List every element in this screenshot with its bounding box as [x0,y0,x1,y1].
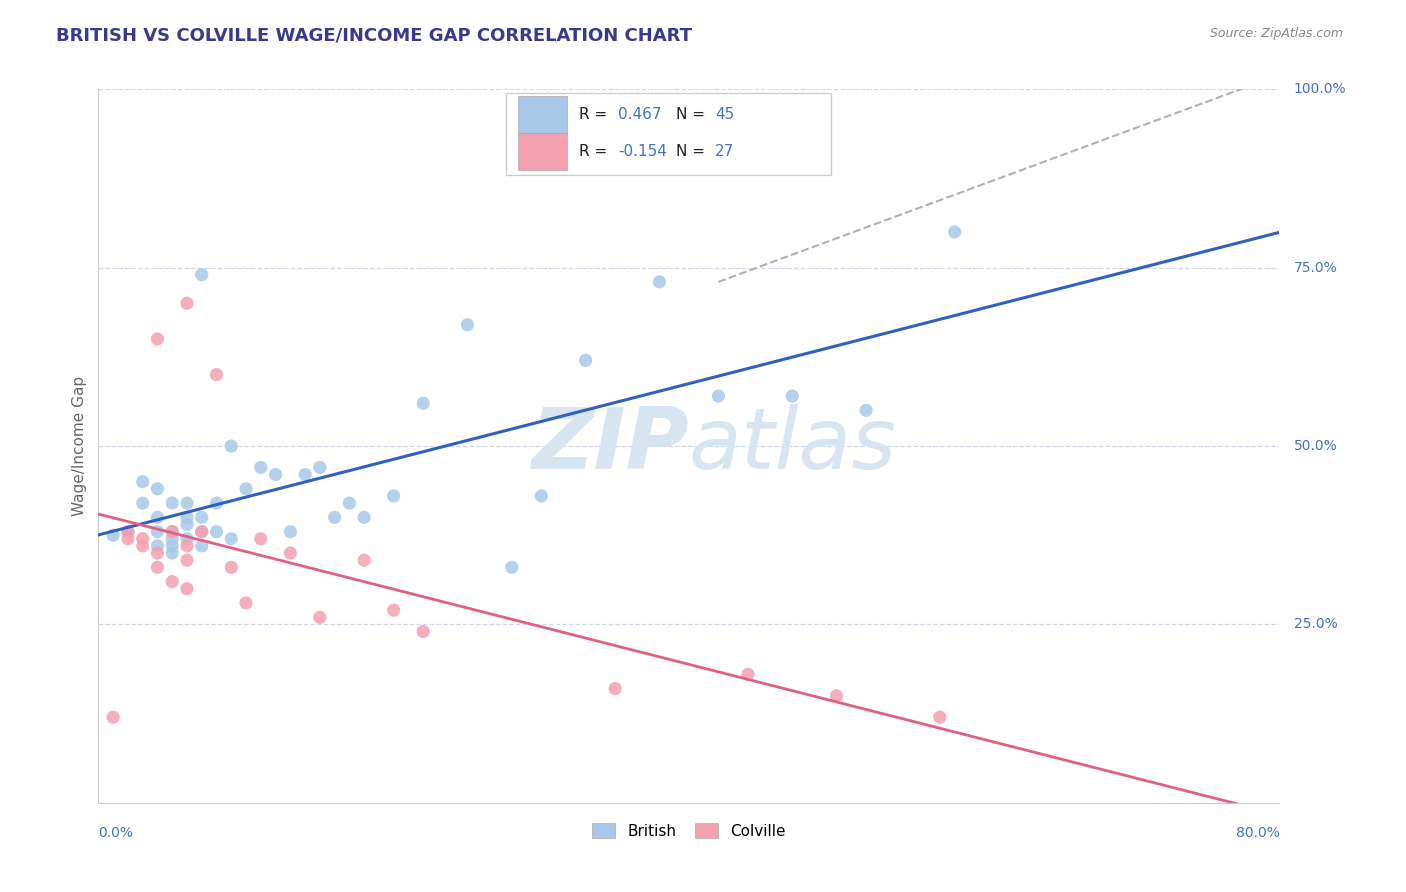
Point [132,475,155,489]
Point [191,268,214,282]
Text: BRITISH VS COLVILLE WAGE/INCOME GAP CORRELATION CHART: BRITISH VS COLVILLE WAGE/INCOME GAP CORR… [56,27,692,45]
Text: atlas: atlas [689,404,897,488]
Text: 45: 45 [714,107,734,121]
Point [176,510,198,524]
Legend: British, Colville: British, Colville [586,817,792,845]
Text: 25.0%: 25.0% [1294,617,1337,632]
Point [191,510,214,524]
Point [575,353,598,368]
Point [191,524,214,539]
Point [353,510,375,524]
Point [264,467,287,482]
Point [412,624,434,639]
Text: 100.0%: 100.0% [1294,82,1347,96]
Point [162,546,183,560]
Point [176,582,198,596]
Point [309,610,332,624]
Point [501,560,523,574]
Point [323,510,346,524]
Point [162,524,183,539]
Point [605,681,627,696]
Point [132,532,155,546]
Point [176,553,198,567]
Point [221,532,243,546]
FancyBboxPatch shape [517,133,567,169]
Text: 0.467: 0.467 [619,107,662,121]
Point [382,603,405,617]
Text: -0.154: -0.154 [619,144,666,159]
Point [707,389,730,403]
Point [235,596,257,610]
Point [929,710,952,724]
Point [221,560,243,574]
Point [176,296,198,310]
Text: R =: R = [579,107,612,121]
Point [117,524,139,539]
Point [280,546,302,560]
Point [648,275,671,289]
Point [412,396,434,410]
Point [176,517,198,532]
Point [250,460,273,475]
Point [146,546,169,560]
Point [103,710,125,724]
Point [382,489,405,503]
Point [280,524,302,539]
Point [162,574,183,589]
Point [943,225,966,239]
Point [235,482,257,496]
Point [176,496,198,510]
Point [103,528,125,542]
Point [146,539,169,553]
Point [162,532,183,546]
Point [457,318,479,332]
Point [162,539,183,553]
Point [737,667,759,681]
Point [146,560,169,574]
Point [339,496,361,510]
Point [176,532,198,546]
Text: 0.0%: 0.0% [98,826,134,839]
Point [205,496,228,510]
Point [205,524,228,539]
Point [825,689,848,703]
Point [146,332,169,346]
Point [191,524,214,539]
Point [176,539,198,553]
Point [221,439,243,453]
Point [117,532,139,546]
Text: R =: R = [579,144,612,159]
Point [132,539,155,553]
Point [146,482,169,496]
Point [205,368,228,382]
Point [162,496,183,510]
Text: 75.0%: 75.0% [1294,260,1337,275]
Point [353,553,375,567]
Text: N =: N = [676,144,710,159]
Point [782,389,804,403]
Point [146,510,169,524]
FancyBboxPatch shape [517,95,567,133]
Text: N =: N = [676,107,710,121]
Point [117,524,139,539]
Text: ZIP: ZIP [531,404,689,488]
Y-axis label: Wage/Income Gap: Wage/Income Gap [72,376,87,516]
Point [294,467,316,482]
Point [309,460,332,475]
Point [250,532,273,546]
Text: 80.0%: 80.0% [1236,826,1279,839]
Point [530,489,553,503]
Point [855,403,877,417]
Point [191,539,214,553]
Text: 50.0%: 50.0% [1294,439,1337,453]
Text: 27: 27 [714,144,734,159]
Point [162,524,183,539]
Point [146,524,169,539]
Point [132,496,155,510]
FancyBboxPatch shape [506,93,831,175]
Text: Source: ZipAtlas.com: Source: ZipAtlas.com [1209,27,1343,40]
